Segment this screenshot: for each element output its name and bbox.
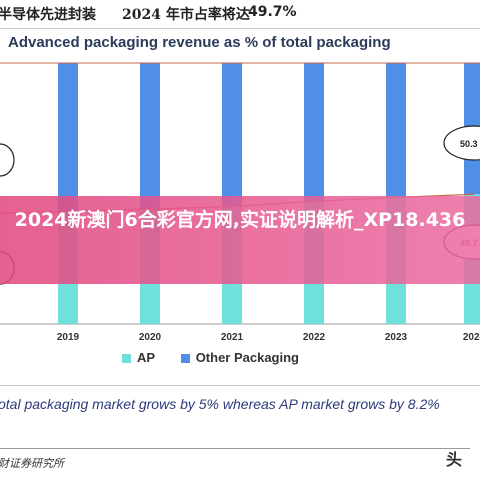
chart-legend: AP Other Packaging	[122, 350, 321, 366]
bar-other-2019	[58, 63, 78, 212]
x-tick-label: 2024	[463, 332, 480, 343]
annotation-label: 50.3	[460, 139, 478, 149]
title-part-3: 49.7%	[248, 4, 297, 20]
banner-text[interactable]: 2024新澳门6合彩官方网,实证说明解析_XP18.436	[14, 209, 466, 231]
source-note: 财证券研究所	[0, 457, 64, 470]
legend-label-ap: AP	[137, 350, 156, 365]
title-part-1: 半导体先进封装	[0, 7, 96, 23]
title-part-2: 2024 年市占率将达	[122, 7, 250, 23]
divider	[0, 448, 470, 449]
legend-swatch-other	[180, 354, 190, 364]
legend-item-ap: AP	[122, 350, 155, 365]
x-tick-label: 2019	[57, 332, 80, 343]
chart-title: Advanced packaging revenue as % of total…	[8, 34, 391, 51]
x-tick-label: 2023	[385, 332, 408, 343]
callout-ellipse-left-top	[0, 143, 15, 177]
bar-other-2021	[222, 63, 242, 207]
page-title: 半导体先进封装 2024 年市占率将达 49.7%	[0, 2, 480, 24]
x-tick-label: 2022	[303, 332, 326, 343]
x-tick-label: 2021	[221, 332, 244, 343]
bar-other-2023	[386, 63, 406, 198]
callout-ellipse-right-top	[443, 125, 480, 161]
chart-caption: otal packaging market grows by 5% wherea…	[0, 396, 440, 412]
bar-other-2020	[140, 63, 160, 210]
legend-label-other: Other Packaging	[195, 350, 299, 365]
legend-swatch-ap	[122, 354, 131, 364]
legend-item-other: Other Packaging	[180, 350, 299, 365]
x-tick-label: 2020	[139, 332, 162, 343]
watermark-glyph: 头	[446, 450, 463, 469]
bar-other-2022	[304, 63, 324, 202]
overlay-banner[interactable]	[0, 196, 480, 284]
